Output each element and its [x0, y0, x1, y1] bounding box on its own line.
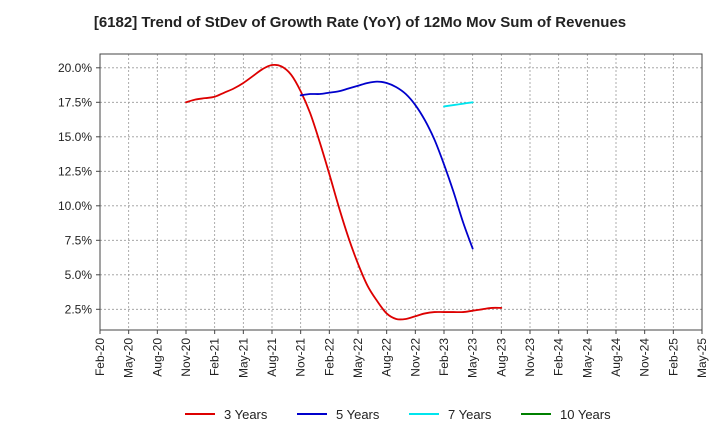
- legend-label-10-years: 10 Years: [560, 407, 611, 422]
- x-tick-label: Feb-23: [437, 338, 451, 376]
- y-tick-label: 10.0%: [58, 199, 92, 213]
- legend-label-7-years: 7 Years: [448, 407, 492, 422]
- y-axis: 2.5% 5.0% 7.5% 10.0% 12.5% 15.0% 17.5% 20.0%: [58, 61, 100, 316]
- x-tick-label: May-21: [236, 338, 250, 378]
- y-tick-label: 20.0%: [58, 61, 92, 75]
- x-tick-label: May-23: [466, 338, 480, 378]
- y-tick-label: 5.0%: [65, 268, 93, 282]
- x-tick-label: Feb-25: [666, 338, 680, 376]
- x-tick-label: Nov-24: [638, 338, 652, 377]
- series-line-7-years: [443, 101, 474, 108]
- x-tick-label: Nov-23: [523, 338, 537, 377]
- series-line-3-years: [185, 63, 503, 321]
- x-tick-label: May-22: [351, 338, 365, 378]
- x-tick-label: Aug-20: [150, 338, 164, 377]
- series-line-5-years: [299, 80, 474, 250]
- x-tick-label: Aug-21: [265, 338, 279, 377]
- y-tick-label: 12.5%: [58, 164, 92, 178]
- chart-title: [6182] Trend of StDev of Growth Rate (Yo…: [93, 14, 627, 31]
- series-lines: [185, 63, 503, 321]
- y-tick-label: 17.5%: [58, 95, 92, 109]
- x-tick-label: Feb-24: [552, 338, 566, 376]
- x-tick-label: Feb-20: [93, 338, 107, 376]
- x-tick-label: Nov-20: [179, 338, 193, 377]
- x-tick-label: May-24: [580, 338, 594, 378]
- x-axis: Feb-20 May-20 Aug-20 Nov-20 Feb-21 May-21 Aug-…: [93, 330, 709, 378]
- x-tick-label: May-20: [122, 338, 136, 378]
- x-tick-label: Nov-21: [294, 338, 308, 377]
- x-tick-label: Feb-21: [208, 338, 222, 376]
- x-tick-label: May-25: [695, 338, 709, 378]
- legend-label-3-years: 3 Years: [224, 407, 268, 422]
- y-tick-label: 7.5%: [65, 233, 93, 247]
- plot-area-frame: [99, 53, 703, 331]
- y-tick-label: 15.0%: [58, 130, 92, 144]
- legend: 3 Years 5 Years 7 Years 10 Years: [185, 407, 611, 422]
- x-tick-label: Aug-24: [609, 338, 623, 377]
- grid-lines: [99, 54, 703, 330]
- y-tick-label: 2.5%: [65, 302, 93, 316]
- x-tick-label: Feb-22: [322, 338, 336, 376]
- x-tick-label: Aug-22: [380, 338, 394, 377]
- legend-label-5-years: 5 Years: [336, 407, 380, 422]
- x-tick-label: Aug-23: [494, 338, 508, 377]
- x-tick-label: Nov-22: [408, 338, 422, 377]
